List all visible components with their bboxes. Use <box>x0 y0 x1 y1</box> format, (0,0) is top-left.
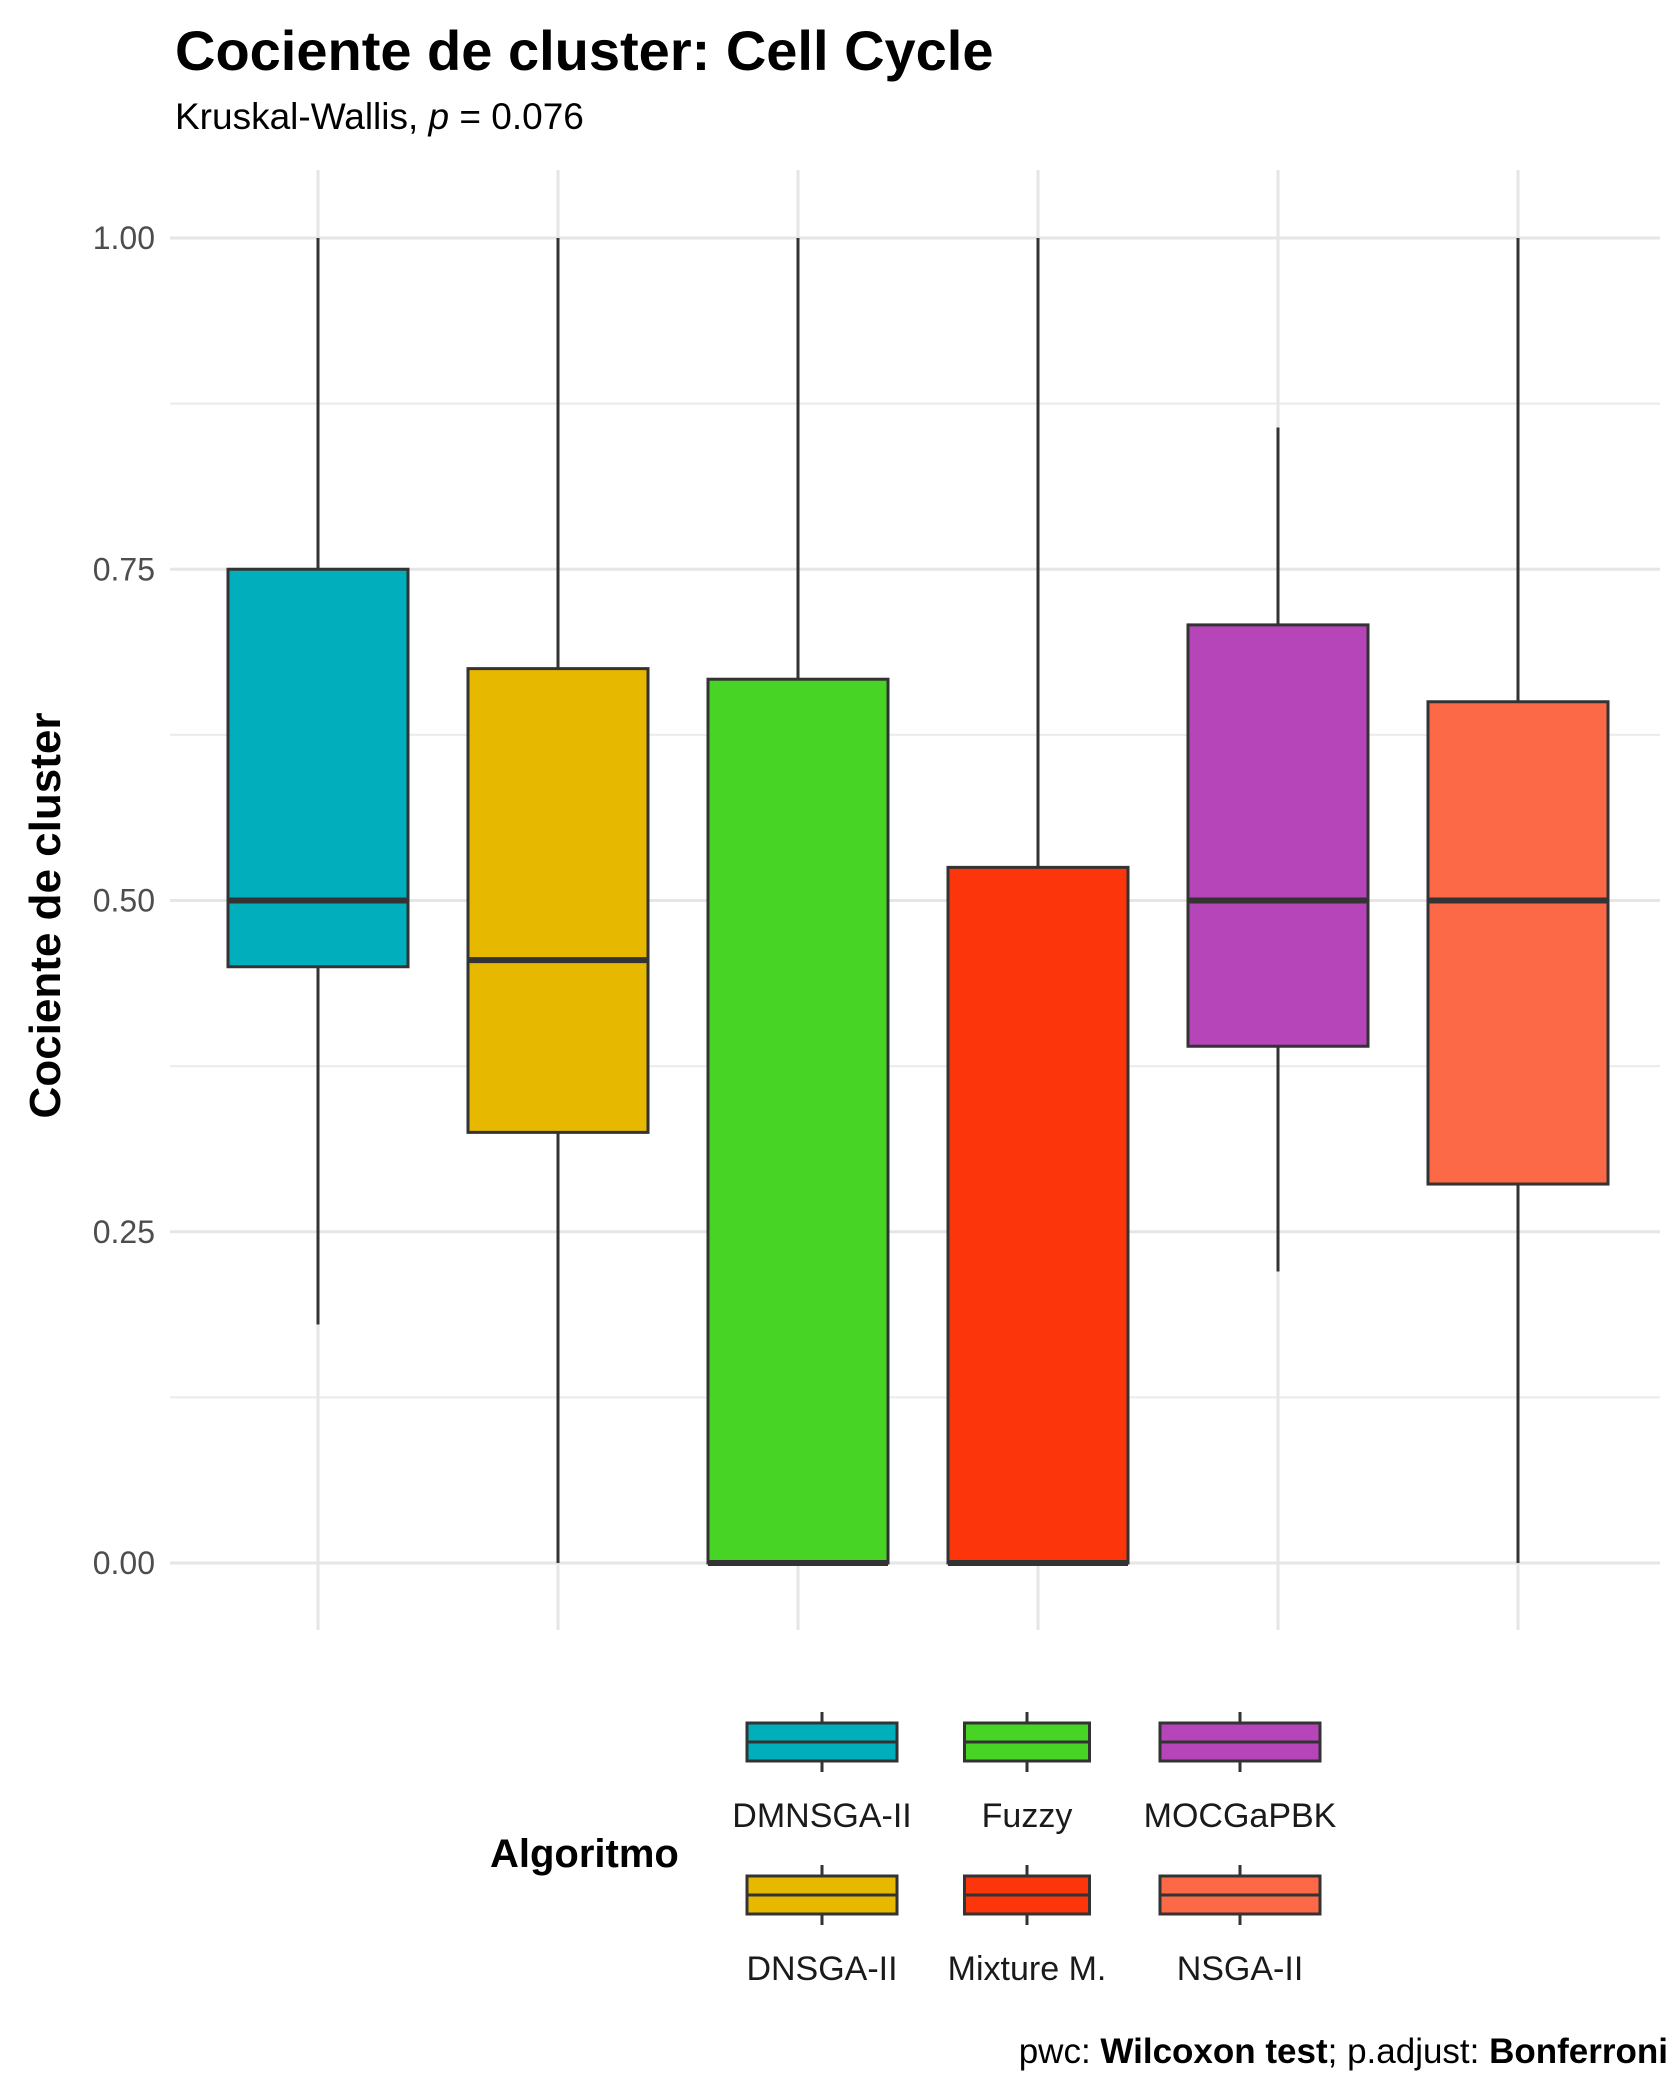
subtitle-p-value: = 0.076 <box>449 96 584 137</box>
legend-label: Fuzzy <box>982 1797 1073 1835</box>
box-mocgapbk <box>1186 623 1370 1048</box>
chart-title: Cociente de cluster: Cell Cycle <box>175 19 994 82</box>
caption-prefix: pwc: <box>1018 2032 1101 2071</box>
y-axis-title: Cociente de cluster <box>21 713 70 1119</box>
box-fuzzy <box>706 677 890 1565</box>
subtitle-test-name: Kruskal-Wallis, <box>175 96 429 137</box>
legend-label: NSGA-II <box>1177 1950 1304 1988</box>
y-tick-label: 0.00 <box>93 1545 155 1581</box>
caption-test: Wilcoxon test <box>1100 2032 1328 2071</box>
legend-label: DMNSGA-II <box>732 1797 911 1835</box>
y-tick-label: 0.75 <box>93 551 155 587</box>
legend-label: Mixture M. <box>948 1950 1107 1988</box>
y-tick-label: 0.50 <box>93 883 155 919</box>
legend-label: MOCGaPBK <box>1144 1797 1337 1835</box>
chart-subtitle: Kruskal-Wallis, p = 0.076 <box>175 96 584 138</box>
box-nsga-ii <box>1426 700 1610 1186</box>
caption-method: Bonferroni <box>1489 2032 1668 2071</box>
caption-middle: ; p.adjust: <box>1327 2032 1490 2071</box>
box-mixture-m- <box>946 865 1130 1565</box>
y-tick-label: 1.00 <box>93 220 155 256</box>
chart-caption: pwc: Wilcoxon test; p.adjust: Bonferroni <box>1019 2032 1668 2072</box>
box-dmnsga-ii <box>226 567 410 969</box>
box-dnsga-ii <box>466 667 650 1134</box>
legend-title: Algoritmo <box>490 1832 679 1876</box>
subtitle-p-symbol: p <box>428 96 450 137</box>
y-tick-label: 0.25 <box>93 1214 155 1250</box>
legend-label: DNSGA-II <box>746 1950 897 1988</box>
